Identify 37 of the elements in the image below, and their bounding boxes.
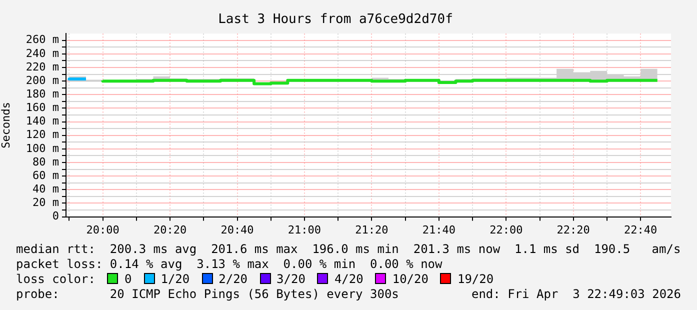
x-tick-label: 22:40 — [624, 223, 658, 236]
legend-label: 3/20 — [276, 272, 306, 286]
chart-title: Last 3 Hours from a76ce9d2d70f — [218, 12, 453, 28]
legend-label: 2/20 — [218, 272, 248, 286]
y-tick-label: 20 m — [32, 196, 60, 210]
x-tick-label: 20:40 — [220, 223, 254, 236]
y-tick-label: 80 m — [32, 155, 60, 168]
text: end: Fri Apr 3 22:49:03 2026 — [471, 287, 681, 302]
y-tick-label: 200 m — [26, 74, 60, 87]
x-tick-label: 21:20 — [355, 223, 388, 236]
y-tick-label: 140 m — [26, 114, 60, 128]
y-tick-label: 40 m — [32, 182, 60, 196]
x-tick-label: 22:00 — [490, 223, 523, 236]
y-tick-label: 260 m — [26, 33, 60, 46]
y-tick-label: 180 m — [26, 88, 60, 101]
x-tick-label: 20:20 — [153, 223, 187, 236]
y-tick-label: 240 m — [26, 46, 60, 60]
y-tick-label: 160 m — [26, 101, 60, 114]
legend-label: 10/20 — [391, 272, 428, 286]
legend-label: 0 — [123, 272, 132, 286]
x-tick-label: 20:00 — [86, 223, 120, 236]
legend-label: 4/20 — [333, 272, 364, 286]
y-tick-label: 120 m — [26, 128, 60, 142]
y-axis-title: Seconds — [0, 102, 12, 148]
text: packet loss: 0.14 % avg 3.13 % max 0.00 % min 0.00 % now — [16, 257, 444, 272]
text: probe: 20 ICMP Echo Pings (56 Bytes) every 300s — [16, 287, 399, 302]
y-tick-label: 100 m — [26, 142, 60, 155]
legend-label: 19/20 — [456, 272, 494, 286]
x-tick-label: 21:40 — [422, 223, 456, 236]
legend-title: loss color: — [16, 272, 96, 286]
y-tick-label: 0 — [52, 210, 59, 223]
legend-label: 1/20 — [160, 272, 190, 286]
x-tick-label: 21:00 — [288, 223, 322, 236]
text: median rtt: 200.3 ms avg 201.6 ms max 196.0 ms min 201.3 ms now 1.1 ms sd 190.5 am/s — [16, 242, 681, 257]
x-tick-label: 22:20 — [556, 223, 590, 236]
y-tick-label: 60 m — [32, 168, 60, 182]
y-tick-label: 220 m — [26, 60, 60, 74]
